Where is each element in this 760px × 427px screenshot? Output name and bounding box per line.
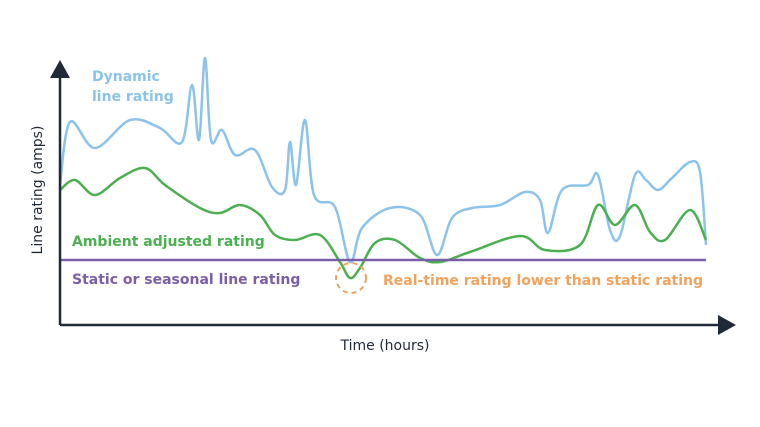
static-label: Static or seasonal line rating [72,272,300,288]
ambient-label: Ambient adjusted rating [72,234,265,250]
y-axis-arrow [50,60,70,78]
realtime-label: Real-time rating lower than static ratin… [383,273,703,289]
y-axis-label: Line rating (amps) [30,126,46,255]
x-axis-arrow [718,315,736,335]
highlight-circle [335,262,367,294]
x-axis-label: Time (hours) [340,338,430,354]
ambient-rating-curve [59,166,708,280]
dynamic-label: Dynamic [92,69,160,85]
dynamic-label: line rating [92,89,174,105]
dynamic-rating-curve [58,56,708,264]
